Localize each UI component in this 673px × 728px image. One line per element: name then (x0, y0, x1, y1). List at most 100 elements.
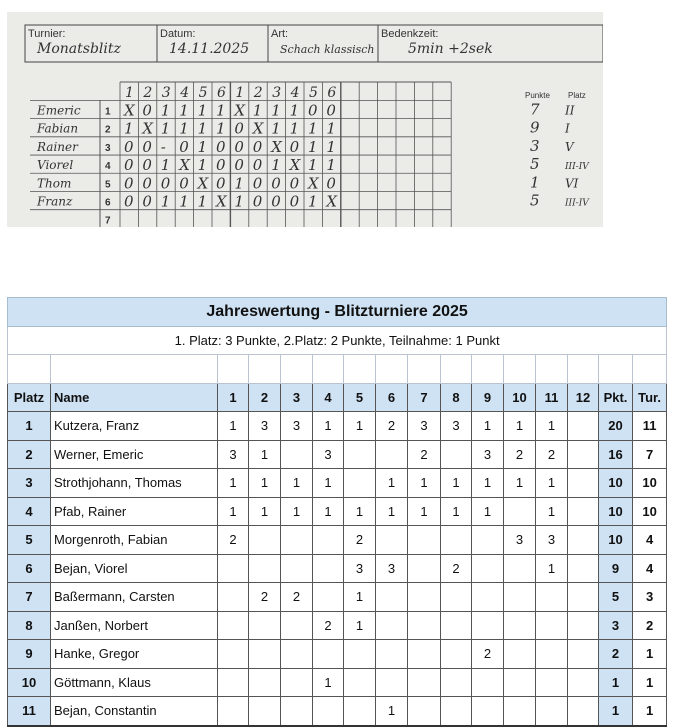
score-cell: 2 (343, 525, 376, 555)
result-mark: 1 (234, 192, 244, 210)
player-points: 7 (530, 100, 540, 118)
header-round: 3 (280, 382, 313, 412)
score-cell (280, 667, 313, 697)
score-cell: 1 (407, 468, 441, 498)
result-mark: 1 (326, 156, 336, 174)
score-cell (343, 667, 376, 697)
score-cell: 1 (312, 411, 344, 441)
result-mark: 0 (253, 174, 263, 192)
result-mark: 0 (253, 156, 263, 174)
score-cell: 1 (471, 496, 504, 526)
field-label: Art: (271, 28, 288, 40)
score-cell (503, 667, 536, 697)
result-mark: 1 (290, 120, 300, 138)
score-cell: 1 (248, 496, 281, 526)
score-cell: 1 (535, 553, 568, 583)
result-mark: 0 (124, 156, 134, 174)
score-cell (343, 696, 376, 727)
table-row: 11 Bejan, Constantin 1 1 1 (7, 696, 668, 727)
result-mark: 1 (198, 192, 208, 210)
round-header: 2 (253, 85, 263, 101)
spacer-cell (50, 354, 218, 384)
score-cell (407, 696, 441, 727)
tournaments-cell: 10 (631, 468, 668, 498)
table-title: Jahreswertung - Blitzturniere 2025 (6, 297, 668, 327)
player-name: Viorel (37, 158, 73, 172)
table-row: 9 Hanke, Gregor 2 2 1 (7, 639, 668, 669)
result-mark: 1 (179, 192, 189, 210)
result-mark: 1 (308, 138, 318, 156)
place-cell: 6 (7, 553, 51, 583)
result-mark: 0 (271, 174, 281, 192)
table-subtitle: 1. Platz: 3 Punkte, 2.Platz: 2 Punkte, T… (6, 325, 668, 355)
score-cell (535, 582, 568, 612)
result-mark: 1 (271, 156, 281, 174)
result-mark: 1 (161, 156, 171, 174)
score-cell: 1 (217, 411, 249, 441)
score-cell (503, 582, 536, 612)
points-cell: 20 (598, 411, 633, 441)
score-cell (503, 639, 536, 669)
tournaments-cell: 7 (631, 439, 668, 469)
score-cell (407, 553, 441, 583)
score-cell (567, 696, 599, 727)
place-header: Platz (568, 91, 586, 100)
score-cell: 1 (503, 411, 536, 441)
result-mark: 1 (161, 120, 171, 138)
score-cell: 3 (535, 525, 568, 555)
spacer-cell (471, 354, 504, 384)
name-cell: Bejan, Viorel (50, 553, 218, 583)
player-points: 5 (530, 191, 540, 209)
result-mark: 1 (161, 101, 171, 119)
place-cell: 10 (7, 667, 51, 697)
score-cell (567, 610, 599, 640)
tournaments-cell: 10 (631, 496, 668, 526)
score-cell (567, 582, 599, 612)
score-cell: 1 (535, 468, 568, 498)
result-mark: 0 (326, 101, 336, 119)
score-cell (248, 525, 281, 555)
score-cell: 3 (503, 525, 536, 555)
result-mark: X (123, 101, 136, 119)
score-cell: 1 (312, 468, 344, 498)
name-cell: Morgenroth, Fabian (50, 525, 218, 555)
tournaments-cell: 11 (631, 411, 668, 441)
result-mark: 0 (179, 174, 189, 192)
spacer-cell (503, 354, 536, 384)
score-cell (248, 639, 281, 669)
player-number: 6 (105, 197, 111, 208)
score-cell: 1 (312, 667, 344, 697)
result-mark: 1 (216, 120, 226, 138)
score-cell: 3 (407, 411, 441, 441)
score-cell (407, 610, 441, 640)
score-cell (217, 553, 249, 583)
result-mark: 1 (234, 174, 244, 192)
spacer-cell (343, 354, 376, 384)
round-header: 4 (290, 85, 300, 101)
player-name: Rainer (36, 140, 79, 154)
score-cell (567, 496, 599, 526)
player-name: Franz (36, 194, 73, 208)
result-mark: 1 (308, 120, 318, 138)
score-cell: 1 (343, 496, 376, 526)
player-name: Thom (37, 176, 71, 190)
header-round: 10 (503, 382, 536, 412)
field-value: Schach klassisch (280, 43, 375, 56)
header-round: 8 (440, 382, 472, 412)
round-header: 5 (309, 85, 318, 101)
score-cell (280, 639, 313, 669)
score-cell: 2 (503, 439, 536, 469)
header-points: Pkt. (598, 382, 633, 412)
score-cell: 1 (375, 696, 408, 727)
score-cell (217, 696, 249, 727)
tournaments-cell: 1 (631, 696, 668, 727)
player-place: I (564, 122, 570, 136)
player-place: III-IV (564, 162, 590, 172)
score-cell: 3 (217, 439, 249, 469)
score-cell (312, 525, 344, 555)
player-points: 1 (530, 173, 540, 191)
field-label: Turnier: (28, 28, 66, 40)
score-cell (343, 439, 376, 469)
spacer-cell (440, 354, 472, 384)
score-cell (503, 553, 536, 583)
